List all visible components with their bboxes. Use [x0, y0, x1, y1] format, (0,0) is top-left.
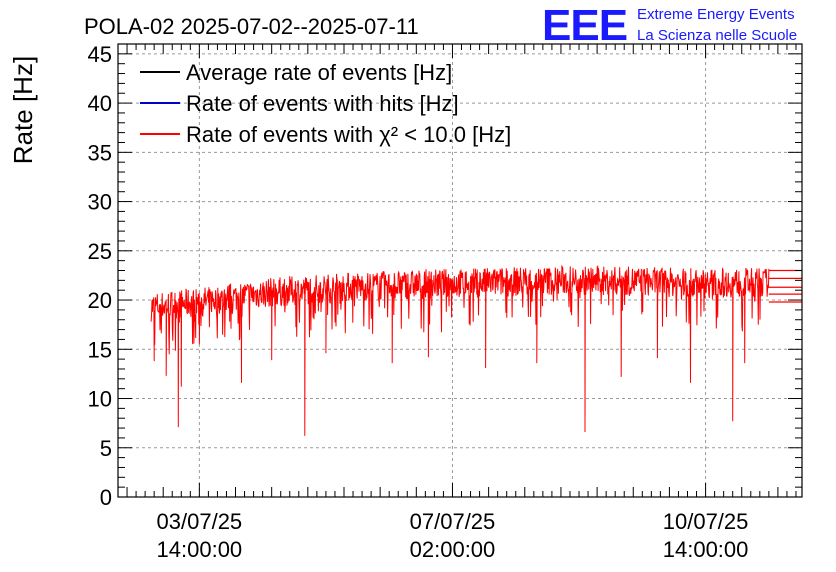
axes: 0 5 10 15 20 25 30 35 40 45 03/07/25 14:00:00 07/07/… [88, 42, 803, 562]
y-tick-label: 45 [88, 42, 112, 67]
series-line-chi2 [150, 264, 770, 436]
logo-mark: EEE [542, 1, 627, 50]
chart-title: POLA-02 2025-07-02--2025-07-11 [84, 14, 419, 39]
data-series [150, 264, 802, 436]
x-tick-label-time: 14:00:00 [157, 537, 243, 562]
y-tick-label: 5 [100, 436, 112, 461]
x-tick-label-date: 03/07/25 [157, 509, 243, 534]
y-axis-label: Rate [Hz] [8, 56, 38, 164]
y-tick-label: 30 [88, 190, 112, 215]
y-tick-label: 20 [88, 288, 112, 313]
x-tick-label-time: 14:00:00 [663, 537, 749, 562]
y-tick-label: 0 [100, 485, 112, 510]
legend-label-average: Average rate of events [Hz] [186, 60, 452, 85]
logo-line2: La Scienza nelle Scuole [637, 27, 797, 44]
y-tick-label: 25 [88, 239, 112, 264]
x-tick-label-time: 02:00:00 [410, 537, 496, 562]
y-tick-label: 10 [88, 387, 112, 412]
logo-line1: Extreme Energy Events [637, 6, 795, 23]
legend-label-chi2: Rate of events with χ² < 10.0 [Hz] [186, 122, 511, 147]
x-tick-label-date: 07/07/25 [410, 509, 496, 534]
eee-logo: EEE Extreme Energy Events La Scienza nel… [542, 1, 797, 50]
y-tick-label: 40 [88, 91, 112, 116]
y-tick-label: 35 [88, 140, 112, 165]
legend: Average rate of events [Hz] Rate of even… [140, 60, 511, 147]
legend-label-hits: Rate of events with hits [Hz] [186, 91, 459, 116]
x-tick-label-date: 10/07/25 [663, 509, 749, 534]
y-tick-label: 15 [88, 337, 112, 362]
